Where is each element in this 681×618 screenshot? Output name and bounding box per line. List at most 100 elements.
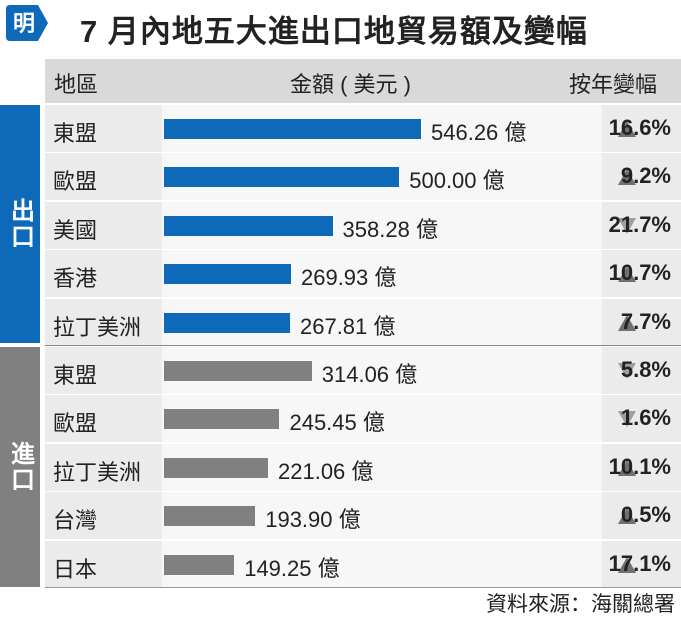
change-cell: 21.7% <box>602 201 681 249</box>
triangle-down-icon <box>618 217 636 234</box>
region-label: 歐盟 <box>53 411 98 437</box>
bar-cell: 221.06 億 <box>162 443 602 491</box>
triangle-down-icon <box>618 411 636 428</box>
ming-pao-logo-icon: 明 <box>6 5 48 41</box>
bar-cell: 193.90 億 <box>162 492 602 540</box>
region-label: 台灣 <box>53 508 98 534</box>
region-cell: 拉丁美洲 <box>45 443 162 491</box>
header: 明 7 月內地五大進出口地貿易額及變幅 <box>0 0 681 54</box>
svg-text:明: 明 <box>13 12 35 37</box>
value-label: 149.25 億 <box>244 555 340 581</box>
bar-cell: 500.00 億 <box>162 153 602 201</box>
value-label: 193.90 億 <box>265 507 361 533</box>
change-value: 16.6% <box>608 115 671 140</box>
bar <box>164 167 400 188</box>
region-label: 日本 <box>53 556 98 582</box>
bar-cell: 314.06 億 <box>162 347 602 394</box>
triangle-up-icon <box>618 459 636 476</box>
change-cell: 10.1% <box>602 443 681 491</box>
change-value: 7.7% <box>620 308 671 334</box>
bar <box>164 457 268 478</box>
region-cell: 台灣 <box>45 492 162 540</box>
table-row: 台灣 193.90 億 0.5% <box>45 492 681 540</box>
change-value: 17.1% <box>608 550 671 576</box>
bottom-divider <box>45 587 681 588</box>
bar-cell: 358.28 億 <box>162 201 602 249</box>
triangle-up-icon <box>618 508 636 525</box>
column-header: 地區 金額 ( 美元 ) 按年變幅 <box>0 59 681 103</box>
change-value: 10.1% <box>608 453 671 479</box>
change-value: 0.5% <box>620 502 671 528</box>
table-row: 日本 149.25 億 17.1% <box>45 540 681 588</box>
region-label: 東盟 <box>53 121 98 146</box>
region-label: 香港 <box>53 266 98 292</box>
bar <box>164 506 256 527</box>
change-cell: 0.5% <box>602 492 681 540</box>
triangle-up-icon <box>618 556 636 573</box>
triangle-up-icon <box>618 314 636 331</box>
bar <box>164 312 290 333</box>
region-label: 拉丁美洲 <box>53 459 142 485</box>
region-label: 拉丁美洲 <box>53 314 142 340</box>
change-cell: 17.1% <box>602 540 681 588</box>
value-label: 314.06 億 <box>321 362 418 387</box>
region-cell: 日本 <box>45 540 162 588</box>
region-cell: 東盟 <box>45 105 162 152</box>
change-cell: 9.2% <box>602 153 681 201</box>
bar-cell: 546.26 億 <box>162 105 602 152</box>
page-title: 7 月內地五大進出口地貿易額及變幅 <box>80 14 588 49</box>
region-cell: 美國 <box>45 201 162 249</box>
value-label: 358.28 億 <box>342 216 438 242</box>
table-row: 東盟 546.26 億 16.6% <box>45 105 681 152</box>
region-label: 美國 <box>53 217 98 243</box>
value-label: 500.00 億 <box>409 168 505 194</box>
change-cell: 5.8% <box>602 347 681 394</box>
bar <box>164 119 421 139</box>
bar <box>164 409 280 430</box>
source-note: 資料來源：海關總署 <box>486 593 675 616</box>
bar-cell: 267.81 億 <box>162 298 602 346</box>
table-row: 拉丁美洲 221.06 億 10.1% <box>45 443 681 491</box>
column-header-amount: 金額 ( 美元 ) <box>290 72 411 97</box>
triangle-up-icon <box>618 169 636 186</box>
table-row: 拉丁美洲 267.81 億 7.7% <box>45 298 681 346</box>
group-divider <box>45 345 681 346</box>
change-cell: 1.6% <box>602 395 681 443</box>
table-row: 東盟 314.06 億 5.8% <box>45 347 681 394</box>
change-value: 9.2% <box>620 163 671 189</box>
table-row: 美國 358.28 億 21.7% <box>45 201 681 249</box>
change-cell: 10.7% <box>602 250 681 298</box>
value-label: 269.93 億 <box>300 265 397 291</box>
bar <box>164 554 235 575</box>
change-cell: 16.6% <box>602 105 681 152</box>
bar-cell: 269.93 億 <box>162 250 602 298</box>
group-label-export: 出口 <box>0 105 40 343</box>
group-label-import: 進口 <box>0 347 40 587</box>
column-header-region: 地區 <box>54 72 99 97</box>
region-cell: 東盟 <box>45 347 162 394</box>
table-row: 香港 269.93 億 10.7% <box>45 250 681 298</box>
value-label: 245.45 億 <box>289 410 385 436</box>
region-cell: 拉丁美洲 <box>45 298 162 346</box>
bar-cell: 245.45 億 <box>162 395 602 443</box>
bar <box>164 361 312 381</box>
region-label: 歐盟 <box>53 169 98 195</box>
triangle-down-icon <box>618 363 636 379</box>
value-label: 546.26 億 <box>431 120 527 145</box>
bar-cell: 149.25 億 <box>162 540 602 588</box>
change-value: 21.7% <box>608 211 671 237</box>
value-label: 267.81 億 <box>299 313 396 339</box>
region-cell: 香港 <box>45 250 162 298</box>
triangle-up-icon <box>618 266 636 283</box>
table-row: 歐盟 245.45 億 1.6% <box>45 395 681 443</box>
change-cell: 7.7% <box>602 298 681 346</box>
change-value: 10.7% <box>608 260 671 286</box>
change-value: 1.6% <box>620 405 671 431</box>
region-cell: 歐盟 <box>45 153 162 201</box>
column-header-change: 按年變幅 <box>569 72 658 97</box>
value-label: 221.06 億 <box>278 458 374 484</box>
bar <box>164 264 291 285</box>
triangle-up-icon <box>618 121 636 137</box>
bar <box>164 215 333 236</box>
region-cell: 歐盟 <box>45 395 162 443</box>
